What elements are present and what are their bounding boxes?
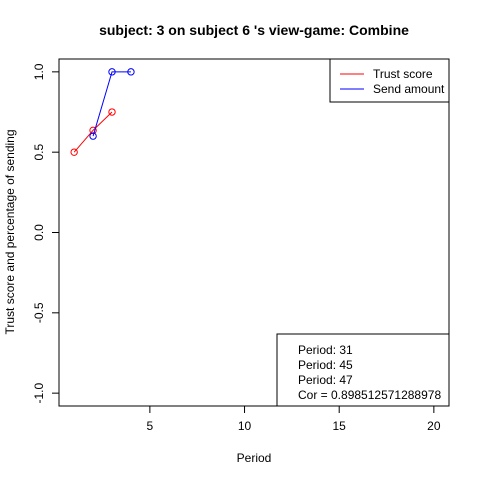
y-tick-label: 0.5 <box>32 144 46 161</box>
annotation-line: Period: 47 <box>298 373 353 387</box>
series-line-send-amount <box>92 71 131 137</box>
annotation-line: Period: 45 <box>298 358 353 372</box>
x-tick-label: 5 <box>147 419 154 433</box>
x-tick-label: 10 <box>238 419 252 433</box>
y-axis: -1.0 -0.5 0.0 0.5 1.0 <box>32 63 60 403</box>
y-axis-label: Trust score and percentage of sending <box>3 129 17 334</box>
x-tick-label: 15 <box>333 419 347 433</box>
data-point-trust-score <box>89 126 97 135</box>
y-tick-label: -0.5 <box>32 302 46 323</box>
data-point-send-amount <box>89 132 97 140</box>
legend-label-trust-score: Trust score <box>373 67 433 81</box>
data-point-trust-score <box>108 108 116 116</box>
annotation-line: Period: 31 <box>298 343 353 357</box>
x-tick-label: 20 <box>427 419 441 433</box>
legend-box <box>329 58 450 103</box>
annotation-box-frame <box>276 333 450 407</box>
data-point-send-amount <box>127 68 135 76</box>
legend-label-send-amount: Send amount <box>373 82 445 96</box>
y-tick-label: 1.0 <box>32 63 46 80</box>
chart-title: subject: 3 on subject 6 's view-game: Co… <box>99 22 409 38</box>
data-point-trust-score <box>70 148 78 156</box>
y-tick-label: 0.0 <box>32 224 46 241</box>
y-tick-label: -1.0 <box>32 382 46 403</box>
series-layer <box>70 68 135 156</box>
data-point-send-amount <box>108 68 116 76</box>
series-line-trust-score <box>73 111 113 153</box>
annotation-line: Cor = 0.898512571288978 <box>298 388 441 402</box>
x-axis-label: Period <box>237 451 272 465</box>
